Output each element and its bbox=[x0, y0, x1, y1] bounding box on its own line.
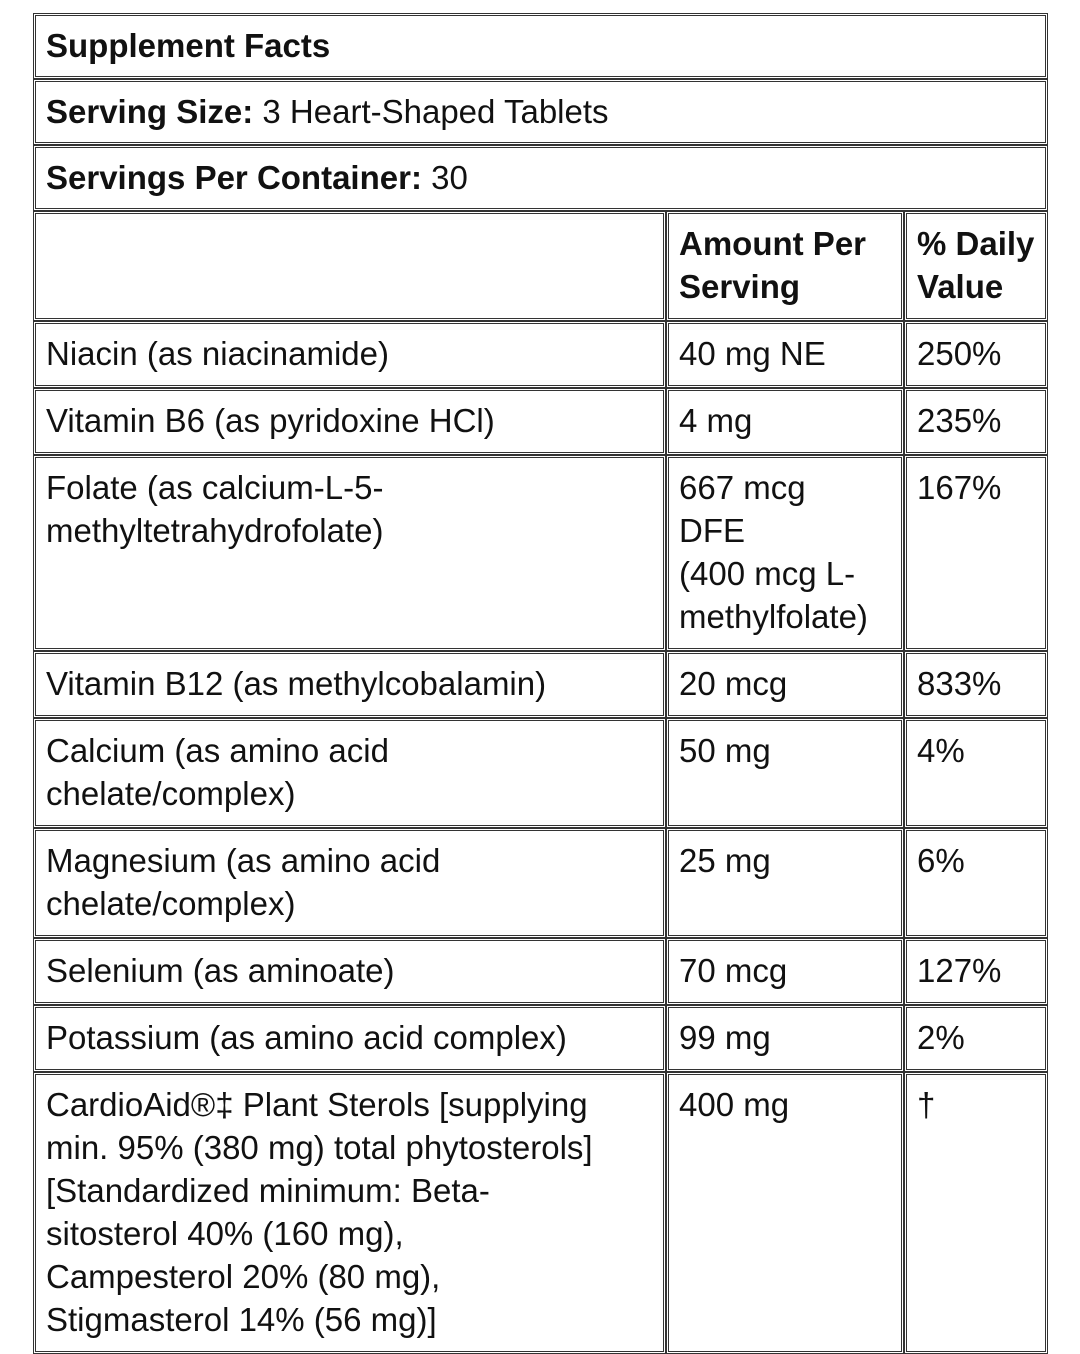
nutrient-amount-line: 25 mg bbox=[679, 842, 771, 879]
serving-size: Serving Size: 3 Heart-Shaped Tablets bbox=[33, 79, 1049, 145]
nutrient-name-line: Potassium (as amino acid complex) bbox=[46, 1019, 567, 1056]
panel-title: Supplement Facts bbox=[33, 13, 1049, 79]
servings-per-container-row: Servings Per Container: 30 bbox=[33, 145, 1049, 211]
nutrient-daily-value: 833% bbox=[904, 651, 1049, 718]
daily-value-header: % Daily Value bbox=[904, 211, 1049, 321]
nutrient-amount: 70 mcg bbox=[666, 938, 904, 1005]
nutrient-row: Magnesium (as amino acid chelate/complex)… bbox=[33, 828, 1049, 938]
nutrient-name-line: Magnesium (as amino acid bbox=[46, 842, 441, 879]
nutrient-name-line: Vitamin B6 (as pyridoxine HCl) bbox=[46, 402, 495, 439]
nutrient-name-line: Niacin (as niacinamide) bbox=[46, 335, 389, 372]
nutrient-name: CardioAid®‡ Plant Sterols [supplying min.… bbox=[33, 1072, 666, 1354]
nutrient-name: Folate (as calcium-L-5- methyltetrahydrof… bbox=[33, 455, 666, 651]
nutrient-name-line: [Standardized minimum: Beta- bbox=[46, 1172, 490, 1209]
nutrient-name: Niacin (as niacinamide) bbox=[33, 321, 666, 388]
nutrient-row: Folate (as calcium-L-5- methyltetrahydrof… bbox=[33, 455, 1049, 651]
serving-size-value: 3 Heart-Shaped Tablets bbox=[262, 93, 609, 130]
nutrient-name: Calcium (as amino acid chelate/complex) bbox=[33, 718, 666, 828]
nutrient-name: Vitamin B6 (as pyridoxine HCl) bbox=[33, 388, 666, 455]
servings-per-container-value: 30 bbox=[431, 159, 468, 196]
nutrient-amount-line: 20 mcg bbox=[679, 665, 788, 702]
serving-size-row: Serving Size: 3 Heart-Shaped Tablets bbox=[33, 79, 1049, 145]
nutrient-amount-line: 70 mcg bbox=[679, 952, 788, 989]
nutrient-name: Selenium (as aminoate) bbox=[33, 938, 666, 1005]
nutrient-amount-line: 99 mg bbox=[679, 1019, 771, 1056]
serving-size-label: Serving Size: bbox=[46, 93, 254, 130]
nutrient-amount: 667 mcg DFE (400 mcg L-methylfolate) bbox=[666, 455, 904, 651]
supplement-facts-panel: Supplement Facts Serving Size: 3 Heart-S… bbox=[33, 13, 1049, 1354]
column-header-row: Amount Per Serving % Daily Value bbox=[33, 211, 1049, 321]
nutrient-amount: 400 mg bbox=[666, 1072, 904, 1354]
nutrient-daily-value: 235% bbox=[904, 388, 1049, 455]
nutrient-name-line: CardioAid®‡ Plant Sterols [supplying bbox=[46, 1086, 588, 1123]
nutrient-daily-value: 167% bbox=[904, 455, 1049, 651]
nutrient-name: Vitamin B12 (as methylcobalamin) bbox=[33, 651, 666, 718]
nutrient-amount-line: 4 mg bbox=[679, 402, 753, 439]
nutrient-amount-line: DFE bbox=[679, 512, 745, 549]
nutrient-name-line: methyltetrahydrofolate) bbox=[46, 512, 384, 549]
nutrient-row: Vitamin B6 (as pyridoxine HCl) 4 mg 235% bbox=[33, 388, 1049, 455]
nutrient-name-line: Calcium (as amino acid bbox=[46, 732, 389, 769]
nutrient-daily-value: 2% bbox=[904, 1005, 1049, 1072]
nutrient-name: Potassium (as amino acid complex) bbox=[33, 1005, 666, 1072]
nutrient-name-line: Vitamin B12 (as methylcobalamin) bbox=[46, 665, 547, 702]
nutrient-row: Calcium (as amino acid chelate/complex) 50… bbox=[33, 718, 1049, 828]
nutrient-daily-value: 250% bbox=[904, 321, 1049, 388]
nutrient-amount-line: 40 mg NE bbox=[679, 335, 826, 372]
nutrient-name-line: min. 95% (380 mg) total phytosterols] bbox=[46, 1129, 593, 1166]
servings-per-container: Servings Per Container: 30 bbox=[33, 145, 1049, 211]
nutrient-name-line: Stigmasterol 14% (56 mg)] bbox=[46, 1301, 437, 1338]
nutrient-amount: 40 mg NE bbox=[666, 321, 904, 388]
nutrient-daily-value: 6% bbox=[904, 828, 1049, 938]
nutrient-daily-value: 4% bbox=[904, 718, 1049, 828]
nutrient-amount-line: 400 mg bbox=[679, 1086, 790, 1123]
nutrient-amount-line: methylfolate) bbox=[679, 598, 868, 635]
header-empty-cell bbox=[33, 211, 666, 321]
nutrient-amount: 50 mg bbox=[666, 718, 904, 828]
servings-per-container-label: Servings Per Container: bbox=[46, 159, 422, 196]
nutrient-amount-line: (400 mcg L- bbox=[679, 555, 856, 592]
nutrient-row: Niacin (as niacinamide) 40 mg NE 250% bbox=[33, 321, 1049, 388]
nutrient-amount-line: 667 mcg bbox=[679, 469, 806, 506]
nutrient-name-line: chelate/complex) bbox=[46, 885, 296, 922]
nutrient-amount: 99 mg bbox=[666, 1005, 904, 1072]
amount-per-serving-header: Amount Per Serving bbox=[666, 211, 904, 321]
nutrient-row: Potassium (as amino acid complex) 99 mg 2% bbox=[33, 1005, 1049, 1072]
nutrient-row: Vitamin B12 (as methylcobalamin) 20 mcg 83… bbox=[33, 651, 1049, 718]
nutrient-daily-value: 127% bbox=[904, 938, 1049, 1005]
title-row: Supplement Facts bbox=[33, 13, 1049, 79]
nutrient-amount: 20 mcg bbox=[666, 651, 904, 718]
supplement-facts-table: Supplement Facts Serving Size: 3 Heart-S… bbox=[33, 13, 1049, 1354]
nutrient-amount: 4 mg bbox=[666, 388, 904, 455]
nutrient-amount: 25 mg bbox=[666, 828, 904, 938]
nutrient-name-line: Selenium (as aminoate) bbox=[46, 952, 395, 989]
nutrient-name-line: Campesterol 20% (80 mg), bbox=[46, 1258, 441, 1295]
nutrient-row: Selenium (as aminoate) 70 mcg 127% bbox=[33, 938, 1049, 1005]
nutrient-name: Magnesium (as amino acid chelate/complex) bbox=[33, 828, 666, 938]
nutrient-name-line: sitosterol 40% (160 mg), bbox=[46, 1215, 404, 1252]
nutrient-name-line: chelate/complex) bbox=[46, 775, 296, 812]
nutrient-daily-value: † bbox=[904, 1072, 1049, 1354]
nutrient-amount-line: 50 mg bbox=[679, 732, 771, 769]
nutrient-row: CardioAid®‡ Plant Sterols [supplying min.… bbox=[33, 1072, 1049, 1354]
nutrient-name-line: Folate (as calcium-L-5- bbox=[46, 469, 384, 506]
